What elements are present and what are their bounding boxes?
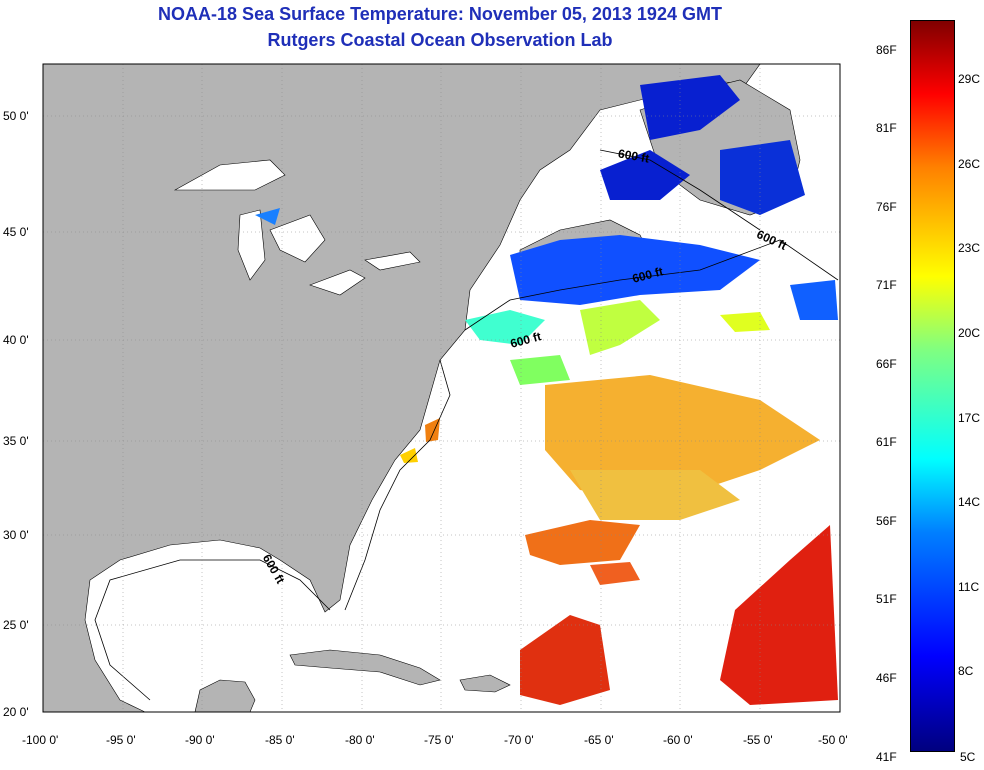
lat-tick-label: 35 0' bbox=[3, 434, 29, 448]
colorbar-f-label: 41F bbox=[876, 750, 897, 764]
isobath-600ft bbox=[94, 149, 839, 701]
sst-warm-patches bbox=[400, 375, 838, 705]
temperature-colorbar bbox=[910, 20, 955, 752]
colorbar-f-label: 86F bbox=[876, 43, 897, 57]
colorbar-c-label: 8C bbox=[958, 664, 974, 678]
lon-tick-label: -90 0' bbox=[185, 733, 215, 747]
lat-tick-label: 50 0' bbox=[3, 109, 29, 123]
colorbar-c-label: 29C bbox=[958, 72, 981, 86]
great-lakes bbox=[173, 159, 421, 296]
lon-tick-label: -50 0' bbox=[818, 733, 848, 747]
lat-tick-label: 25 0' bbox=[3, 618, 29, 632]
lat-tick-label: 20 0' bbox=[3, 705, 29, 719]
lat-tick-label: 45 0' bbox=[3, 225, 29, 239]
map-subtitle: Rutgers Coastal Ocean Observation Lab bbox=[267, 30, 613, 50]
lon-tick-label: -55 0' bbox=[743, 733, 773, 747]
colorbar-c-label: 20C bbox=[958, 326, 981, 340]
lon-tick-label: -60 0' bbox=[663, 733, 693, 747]
colorbar-c-label: 23C bbox=[958, 241, 981, 255]
lat-tick-label: 30 0' bbox=[3, 528, 29, 542]
lat-tick-label: 40 0' bbox=[3, 333, 29, 347]
colorbar-c-label: 14C bbox=[958, 495, 981, 509]
colorbar-f-label: 71F bbox=[876, 278, 897, 292]
colorbar-f-label: 56F bbox=[876, 514, 897, 528]
colorbar-f-label: 61F bbox=[876, 435, 897, 449]
colorbar-c-label: 11C bbox=[958, 580, 980, 594]
map-title: NOAA-18 Sea Surface Temperature: Novembe… bbox=[158, 4, 722, 24]
sst-cold-patches bbox=[255, 75, 838, 320]
colorbar-c-label: 26C bbox=[958, 157, 981, 171]
lon-tick-label: -100 0' bbox=[22, 733, 59, 747]
land-north-america bbox=[42, 63, 761, 713]
colorbar-f-label: 66F bbox=[876, 357, 897, 371]
colorbar-f-label: 51F bbox=[876, 592, 897, 606]
colorbar-c-label: 5C bbox=[960, 750, 976, 764]
colorbar-f-label: 81F bbox=[876, 121, 897, 135]
colorbar-c-label: 17C bbox=[958, 411, 981, 425]
lon-tick-label: -75 0' bbox=[424, 733, 454, 747]
lon-tick-label: -85 0' bbox=[265, 733, 295, 747]
sst-mid-patches bbox=[465, 300, 770, 385]
land-cuba bbox=[289, 649, 441, 686]
lon-tick-label: -80 0' bbox=[345, 733, 375, 747]
colorbar-f-label: 76F bbox=[876, 200, 897, 214]
colorbar-f-label: 46F bbox=[876, 671, 897, 685]
lon-tick-label: -95 0' bbox=[106, 733, 136, 747]
lon-tick-label: -70 0' bbox=[504, 733, 534, 747]
land-hispaniola bbox=[459, 674, 511, 693]
lon-tick-label: -65 0' bbox=[584, 733, 614, 747]
graticule bbox=[43, 64, 840, 712]
